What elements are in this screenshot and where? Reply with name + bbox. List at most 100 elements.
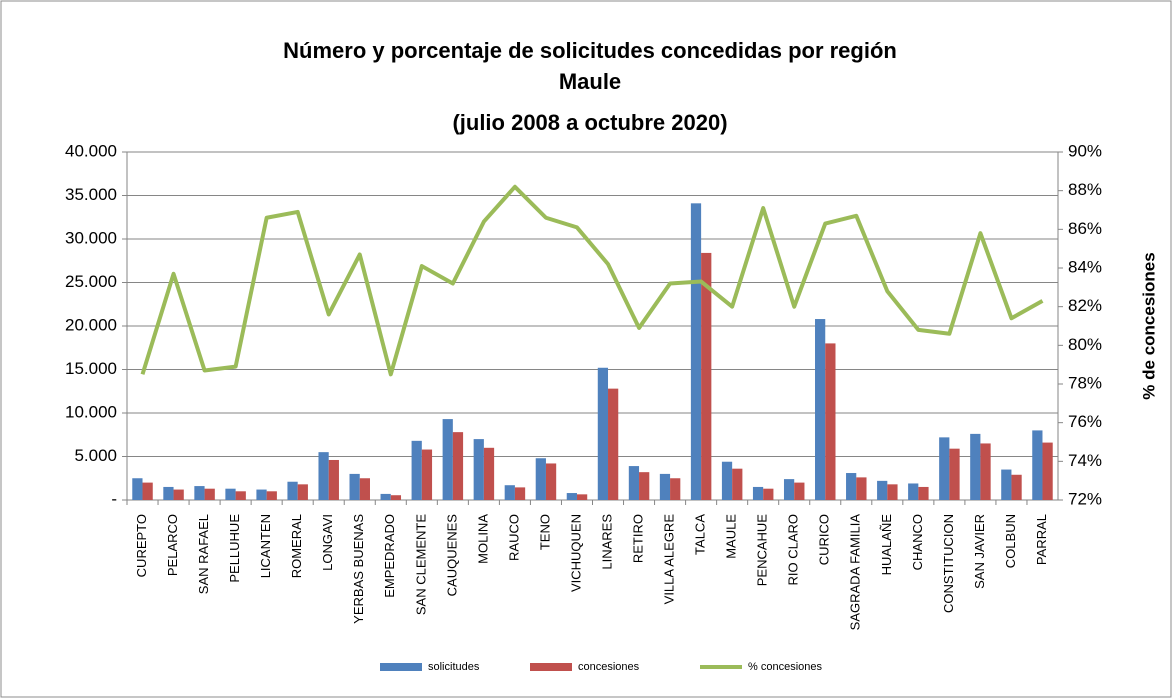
bar [783,479,795,500]
bar [846,473,857,500]
bar [411,440,422,500]
x-tick-label: SAN RAFAEL [196,514,211,594]
bar [856,477,867,500]
bar [752,486,764,500]
x-tick-label: TENO [537,514,552,550]
y-tick-label: 40.000 [65,141,117,160]
legend-label: % concesiones [748,661,822,673]
bar [701,252,712,500]
y2-tick-label: 88% [1068,180,1102,199]
x-tick-label: SAGRADA FAMILIA [848,514,863,631]
bar [670,478,681,500]
bar [204,488,215,500]
bar [235,491,246,500]
y2-tick-label: 72% [1068,489,1102,508]
bar [659,473,671,500]
x-tick-label: ROMERAL [289,514,304,578]
x-tick-label: COLBUN [1003,514,1018,568]
bar [763,488,774,500]
bar [608,388,619,500]
legend-label: concesiones [578,661,640,673]
bar [732,468,743,500]
y2-tick-label: 76% [1068,412,1102,431]
x-tick-label: MOLINA [475,514,490,564]
bar [266,491,277,500]
x-tick-label: CONSTITUCION [941,514,956,613]
bar [349,473,360,500]
chart-title: (julio 2008 a octubre 2020) [452,110,727,135]
bar [939,437,950,500]
bar [597,367,609,500]
bar [390,495,402,500]
bar [287,481,298,500]
x-tick-label: VICHUQUEN [568,514,583,592]
bar [690,203,702,500]
bar [421,449,433,500]
bar [359,478,370,500]
y-tick-label: - [111,489,117,508]
bar [949,448,960,500]
x-tick-label: YERBAS BUENAS [351,514,366,624]
bar [980,443,991,500]
legend-swatch [530,663,572,671]
y2-axis-label: % de concesiones [1139,252,1158,399]
bar [576,494,588,500]
x-tick-label: CAUQUENES [444,514,459,597]
bar [1001,469,1012,500]
x-tick-label: SAN CLEMENTE [413,514,428,615]
bar [1032,430,1043,500]
y2-tick-label: 86% [1068,219,1102,238]
legend-swatch [380,663,422,671]
x-tick-label: HUALAÑE [879,514,894,576]
bar [225,488,236,500]
bar [535,458,546,500]
x-tick-label: MAULE [724,514,739,559]
bar [318,452,329,500]
x-tick-label: RAUCO [506,514,521,561]
y-tick-label: 35.000 [65,185,117,204]
bar [132,478,143,500]
bar [142,482,153,500]
bar [877,480,888,500]
bar [514,487,526,500]
chart-title: Número y porcentaje de solicitudes conce… [283,38,897,63]
y2-tick-label: 90% [1068,141,1102,160]
x-tick-label: LICANTEN [258,514,273,578]
bar [483,447,495,500]
y-tick-label: 30.000 [65,228,117,247]
bar [173,489,184,500]
bar [639,472,650,500]
bar [908,483,919,500]
x-tick-label: CURICO [817,514,832,565]
y-tick-label: 10.000 [65,402,117,421]
y-tick-label: 25.000 [65,272,117,291]
bar [545,463,557,500]
x-tick-label: RIO CLARO [786,514,801,586]
bar [473,439,484,500]
x-tick-label: VILLA ALEGRE [662,514,677,605]
x-tick-label: PARRAL [1034,514,1049,565]
y2-tick-label: 84% [1068,257,1102,276]
bar [815,319,826,500]
bar [721,461,733,500]
chart-title: Maule [559,69,621,94]
x-tick-label: TALCA [693,514,708,555]
y-tick-label: 5.000 [74,446,117,465]
bar [1042,442,1053,500]
bar [256,489,267,500]
bar [163,486,174,500]
y2-tick-label: 74% [1068,451,1102,470]
line [140,184,1044,377]
x-tick-label: PELARCO [165,514,180,576]
x-tick-label: PELLUHUE [227,514,242,583]
bar [328,459,339,500]
x-tick-label: LONGAVI [320,514,335,571]
bar [918,486,929,500]
x-tick-label: CUREPTO [134,514,149,577]
bar [194,486,205,500]
bar [887,484,898,500]
x-tick-label: CHANCO [910,514,925,570]
x-tick-label: RETIRO [630,514,645,563]
